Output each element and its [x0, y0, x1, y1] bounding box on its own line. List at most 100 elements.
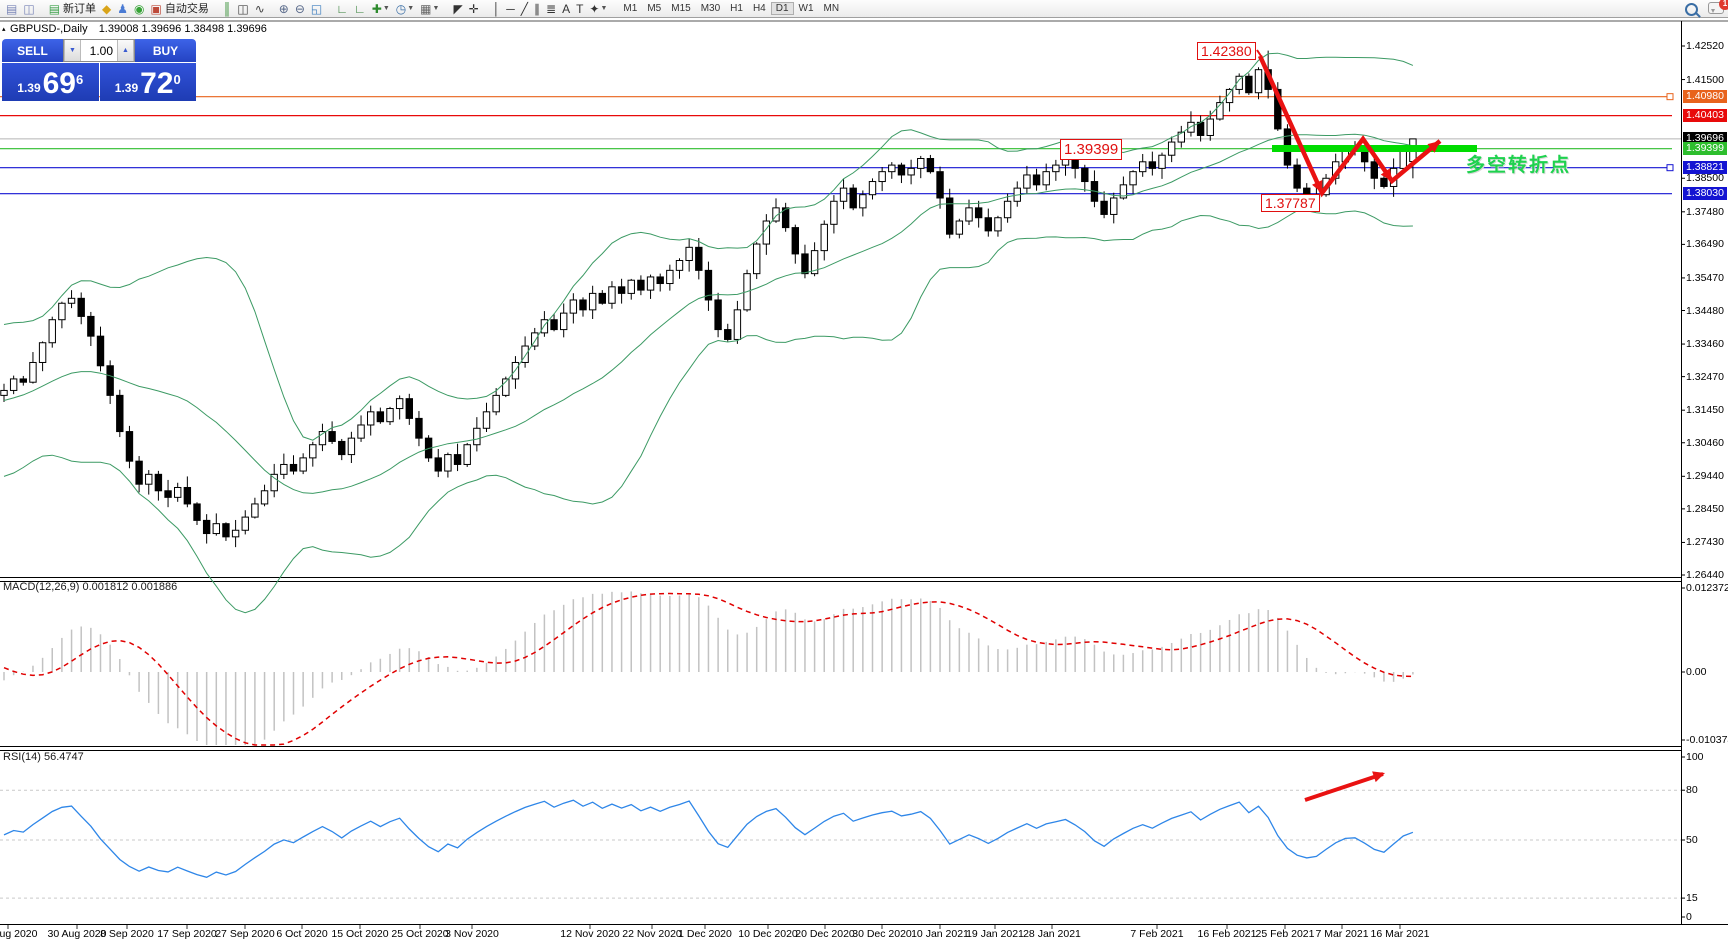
timeframe-M15[interactable]: M15: [671, 2, 691, 14]
periods-button-dropdown[interactable]: ▼: [407, 4, 415, 12]
templates-button[interactable]: ▦ ▼: [417, 1, 442, 17]
new-order-button[interactable]: ▤ 新订单: [46, 1, 99, 17]
candle-body: [839, 187, 848, 202]
fibonacci-icon: ≣: [546, 1, 557, 16]
candle-body: [405, 398, 414, 419]
zoom-in-icon[interactable]: ⊕: [276, 1, 292, 17]
timeframe-M5[interactable]: M5: [647, 2, 662, 14]
candle-body: [463, 444, 471, 465]
fibonacci-icon[interactable]: ≣: [543, 1, 559, 17]
trendline-icon[interactable]: ╱: [518, 1, 531, 17]
preview-icon[interactable]: ◫: [20, 1, 37, 17]
candle-body: [1052, 164, 1060, 173]
candle-body: [0, 389, 8, 396]
timeframe-W1[interactable]: W1: [798, 2, 814, 14]
candle-body: [849, 187, 857, 209]
candle-body: [637, 279, 645, 291]
candle-body: [801, 253, 809, 275]
timeframe-M30[interactable]: M30: [700, 2, 721, 14]
timeframe-MN[interactable]: MN: [823, 2, 840, 14]
community-icon[interactable]: ♟: [114, 1, 131, 17]
candle-body: [685, 246, 693, 261]
channel-icon[interactable]: ∥: [531, 1, 543, 17]
bar-chart-icon[interactable]: ║: [220, 1, 235, 17]
volume-up-button[interactable]: ▲: [117, 40, 134, 61]
line-chart-icon: ∿: [254, 1, 265, 16]
macd-signal-line: [3, 592, 1413, 746]
volume-down-button[interactable]: ▼: [64, 40, 81, 61]
market-icon[interactable]: ◆: [99, 1, 114, 17]
candle-body: [878, 171, 886, 183]
candle-body: [917, 158, 925, 169]
support-highlight-line[interactable]: [1272, 145, 1477, 152]
candle-body: [859, 194, 867, 209]
candle-body: [125, 431, 134, 462]
candle-body: [781, 207, 790, 229]
indicators-icon[interactable]: ∟: [333, 1, 351, 17]
volume-value[interactable]: 1.00: [89, 43, 113, 58]
indicator-window-icon[interactable]: ∟: [351, 1, 369, 17]
tile-windows-icon[interactable]: ◱: [308, 1, 325, 17]
shapes-button-dropdown[interactable]: ▼: [600, 4, 608, 12]
candle-body: [695, 246, 703, 271]
add-indicator-button[interactable]: ✚ ▼: [369, 1, 393, 17]
candle-body: [1129, 171, 1137, 186]
line-handle[interactable]: [1666, 93, 1674, 101]
line-chart-icon[interactable]: ∿: [252, 1, 268, 17]
candle-body: [994, 217, 1002, 232]
candle-body: [560, 312, 568, 331]
zoom-in-icon: ⊕: [278, 1, 289, 16]
candle-body: [830, 200, 838, 225]
templates-button-dropdown[interactable]: ▼: [432, 4, 440, 12]
candle-body: [617, 286, 626, 294]
search-icon[interactable]: [1685, 3, 1698, 16]
notifications-button[interactable]: 1: [1708, 0, 1728, 17]
candle-body: [1254, 69, 1263, 94]
candle-body: [627, 279, 635, 294]
candle-body: [183, 486, 192, 505]
candle-body: [299, 457, 307, 472]
candle-body: [1370, 161, 1378, 179]
timeframe-D1[interactable]: D1: [770, 1, 794, 15]
signals-icon[interactable]: ◉: [131, 1, 147, 17]
buy-button[interactable]: BUY: [135, 39, 196, 62]
horizontal-line-icon[interactable]: ─: [503, 1, 518, 17]
candle-body: [270, 473, 278, 492]
label-icon[interactable]: T: [573, 1, 586, 17]
cursor-icon[interactable]: ◤: [450, 1, 465, 17]
timeframe-M1[interactable]: M1: [623, 2, 638, 14]
add-indicator-button-dropdown[interactable]: ▼: [382, 4, 390, 12]
timeframe-H4[interactable]: H4: [752, 2, 766, 14]
vertical-line-icon[interactable]: │: [490, 1, 504, 17]
trend-zigzag-annotation[interactable]: [1257, 55, 1442, 198]
candle-body: [1032, 174, 1041, 186]
sell-price-box[interactable]: 1.39 69 6: [2, 63, 99, 101]
shapes-button[interactable]: ✦ ▼: [586, 1, 610, 17]
line-handle[interactable]: [1666, 164, 1674, 172]
chart-window-icon[interactable]: ▤: [3, 1, 20, 17]
trendline-icon: ╱: [520, 1, 528, 16]
candle-body: [106, 365, 114, 396]
timeframe-H1[interactable]: H1: [730, 2, 743, 14]
candle-body: [1187, 121, 1195, 133]
candlestick-icon[interactable]: ◫: [234, 1, 251, 17]
candle-body: [704, 269, 713, 301]
bar-chart-icon: ║: [222, 1, 232, 16]
text-icon[interactable]: A: [559, 1, 573, 17]
arrow-head: [1427, 141, 1440, 153]
periods-button[interactable]: ◷ ▼: [393, 1, 417, 17]
candle-body: [367, 411, 375, 426]
crosshair-icon[interactable]: ✛: [466, 1, 482, 17]
buy-price-box[interactable]: 1.39 72 0: [99, 63, 196, 101]
bollinger-band: [3, 210, 1413, 614]
candle-body: [202, 519, 211, 535]
channel-icon: ∥: [534, 1, 540, 16]
periods-button: ◷: [395, 1, 407, 16]
auto-trading-button[interactable]: ▣ 自动交易: [148, 1, 212, 17]
candle-body: [135, 460, 143, 485]
candle-body: [1148, 161, 1157, 169]
zoom-out-icon[interactable]: ⊖: [292, 1, 308, 17]
rsi-arrow-annotation[interactable]: [1304, 772, 1384, 802]
sell-button[interactable]: SELL: [2, 39, 63, 62]
buy-price-small: 1.39: [114, 81, 139, 95]
